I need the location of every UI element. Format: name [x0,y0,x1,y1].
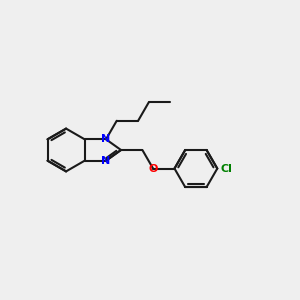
Text: O: O [148,164,158,173]
Text: N: N [101,156,111,166]
Text: N: N [101,134,111,144]
Text: Cl: Cl [221,164,233,173]
